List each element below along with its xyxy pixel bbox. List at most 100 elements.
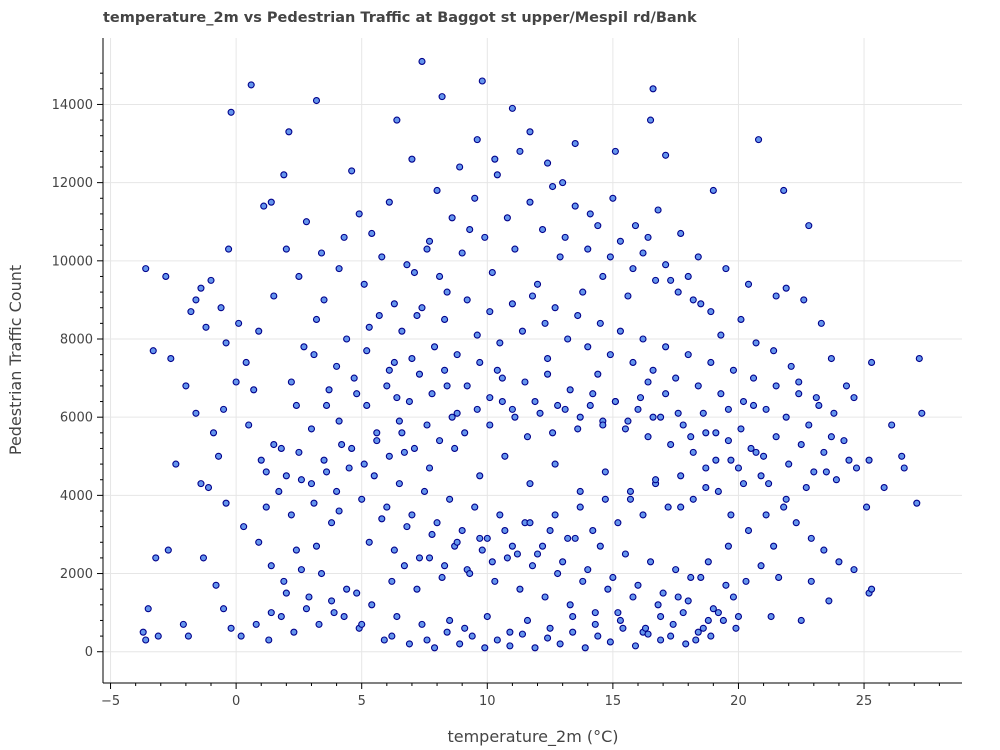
data-point <box>669 620 677 628</box>
data-point <box>448 214 456 222</box>
data-point <box>441 315 449 324</box>
data-point <box>574 425 582 433</box>
data-point <box>458 526 466 535</box>
data-point <box>639 511 647 519</box>
data-point <box>704 558 712 566</box>
data-point <box>714 487 722 496</box>
data-point <box>383 503 391 511</box>
data-point <box>297 476 305 484</box>
data-point <box>699 409 707 417</box>
data-point <box>551 511 559 519</box>
data-point <box>511 413 519 421</box>
data-point <box>742 577 750 585</box>
data-point <box>408 511 416 519</box>
data-point <box>446 495 454 503</box>
data-point <box>328 597 336 605</box>
data-point <box>443 288 451 296</box>
data-point <box>456 163 464 171</box>
data-point <box>330 609 338 617</box>
data-point <box>513 550 521 558</box>
data-point <box>466 225 474 234</box>
data-point <box>312 542 321 550</box>
data-point <box>880 483 888 492</box>
data-point <box>295 448 303 456</box>
data-point <box>729 366 737 374</box>
data-point <box>566 386 574 394</box>
data-point <box>486 308 494 316</box>
data-point <box>684 272 692 281</box>
data-point <box>262 503 270 511</box>
data-point <box>714 609 722 617</box>
data-point <box>538 542 547 550</box>
data-point <box>900 464 908 472</box>
data-point <box>639 335 647 343</box>
data-point <box>340 612 348 621</box>
data-point <box>333 487 341 496</box>
data-point <box>805 222 813 230</box>
data-point <box>898 452 906 460</box>
data-point <box>423 421 431 429</box>
data-point <box>775 573 783 582</box>
data-point <box>523 433 532 441</box>
data-point <box>335 507 343 515</box>
data-point <box>697 573 705 582</box>
y-tick-label: 0 <box>85 645 93 660</box>
data-point <box>734 612 743 621</box>
data-point <box>312 96 321 105</box>
data-point <box>644 233 652 241</box>
data-point <box>433 186 441 195</box>
data-point <box>606 351 614 359</box>
data-point <box>820 546 828 554</box>
data-point <box>677 503 685 511</box>
data-point <box>667 632 675 640</box>
data-point <box>810 468 818 476</box>
data-point <box>649 413 657 421</box>
x-axis-ticks: −5 0 5 10 15 20 25 <box>101 683 940 709</box>
data-point <box>446 616 454 625</box>
data-point <box>634 581 642 589</box>
data-point <box>506 642 514 650</box>
data-point <box>255 538 263 546</box>
data-point <box>827 433 835 441</box>
data-point <box>498 374 506 382</box>
data-point <box>473 331 481 339</box>
data-point <box>641 624 650 632</box>
x-axis-label: temperature_2m (°C) <box>447 727 618 747</box>
data-point <box>757 562 765 570</box>
data-point <box>403 523 411 531</box>
data-point <box>662 390 670 398</box>
data-point <box>453 409 461 417</box>
data-point <box>390 300 398 308</box>
data-point <box>744 526 753 535</box>
data-point <box>707 632 715 640</box>
data-point <box>609 573 617 582</box>
data-point <box>368 601 376 609</box>
y-axis-label: Pedestrian Traffic Count <box>6 265 25 455</box>
data-point <box>679 421 687 429</box>
data-point <box>343 585 351 593</box>
data-point <box>461 429 469 437</box>
data-point <box>380 636 388 644</box>
data-point <box>574 311 582 320</box>
data-point <box>727 511 735 519</box>
data-point <box>516 147 524 155</box>
data-point <box>508 542 516 550</box>
data-point <box>707 358 715 367</box>
data-point <box>646 558 655 566</box>
data-point <box>709 605 717 613</box>
data-point <box>436 437 444 445</box>
data-point <box>202 323 210 331</box>
data-point <box>757 472 765 480</box>
data-point <box>280 577 288 585</box>
data-point <box>707 308 715 316</box>
data-point <box>305 593 313 601</box>
data-point <box>797 440 805 449</box>
data-point <box>405 397 413 406</box>
data-point <box>594 222 602 230</box>
data-point <box>724 405 732 413</box>
data-point <box>267 562 275 570</box>
data-point <box>310 351 318 359</box>
data-point <box>285 128 293 136</box>
y-axis-ticks: 0 2000 4000 6000 8000 10000 12000 14000 <box>52 72 103 660</box>
data-point <box>724 437 732 445</box>
